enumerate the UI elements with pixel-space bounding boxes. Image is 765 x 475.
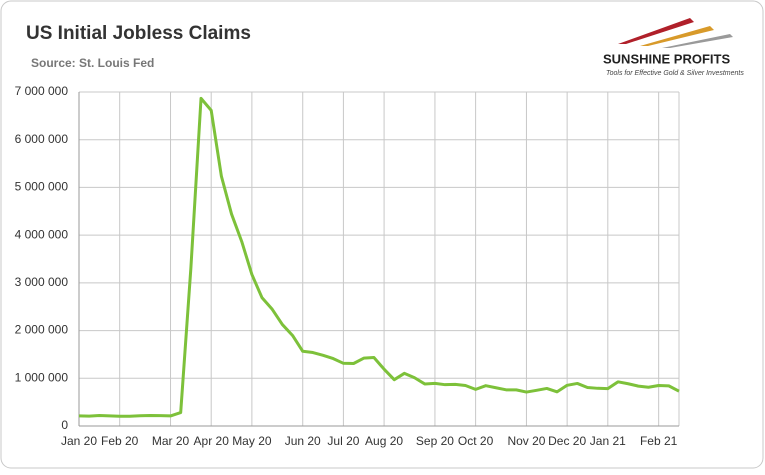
y-tick-label: 6 000 000 [15, 132, 69, 146]
y-tick-label: 1 000 000 [15, 370, 69, 384]
logo-tagline: Tools for Effective Gold & Silver Invest… [606, 70, 744, 77]
y-tick-label: 0 [61, 418, 68, 432]
y-tick-label: 3 000 000 [15, 275, 69, 289]
x-tick-label: Jan 20 [61, 434, 97, 448]
logo-name: SUNSHINE PROFITS [603, 51, 730, 66]
x-tick-label: Apr 20 [194, 434, 230, 448]
x-tick-label: Feb 20 [101, 434, 139, 448]
x-tick-label: Mar 20 [152, 434, 190, 448]
x-tick-label: Dec 20 [548, 434, 586, 448]
y-tick-label: 4 000 000 [15, 227, 69, 241]
x-tick-label: Jun 20 [285, 434, 321, 448]
data-line [78, 96, 680, 418]
logo-stripe [618, 18, 694, 44]
x-tick-label: Nov 20 [507, 434, 545, 448]
x-tick-label: Feb 21 [640, 434, 678, 448]
chart-subtitle: Source: St. Louis Fed [31, 56, 154, 70]
x-tick-label: Oct 20 [458, 434, 494, 448]
logo-stripe [640, 26, 714, 46]
x-tick-label: Jan 21 [590, 434, 626, 448]
chart-title: US Initial Jobless Claims [26, 23, 251, 44]
x-tick-label: Jul 20 [327, 434, 359, 448]
y-tick-label: 5 000 000 [15, 180, 69, 194]
logo: SUNSHINE PROFITS Tools for Effective Gol… [603, 18, 744, 77]
logo-stripe [662, 34, 733, 48]
x-tick-label: May 20 [232, 434, 272, 448]
y-tick-label: 7 000 000 [15, 84, 69, 98]
x-tick-label: Aug 20 [365, 434, 403, 448]
y-tick-label: 2 000 000 [15, 323, 69, 337]
x-tick-label: Sep 20 [416, 434, 454, 448]
